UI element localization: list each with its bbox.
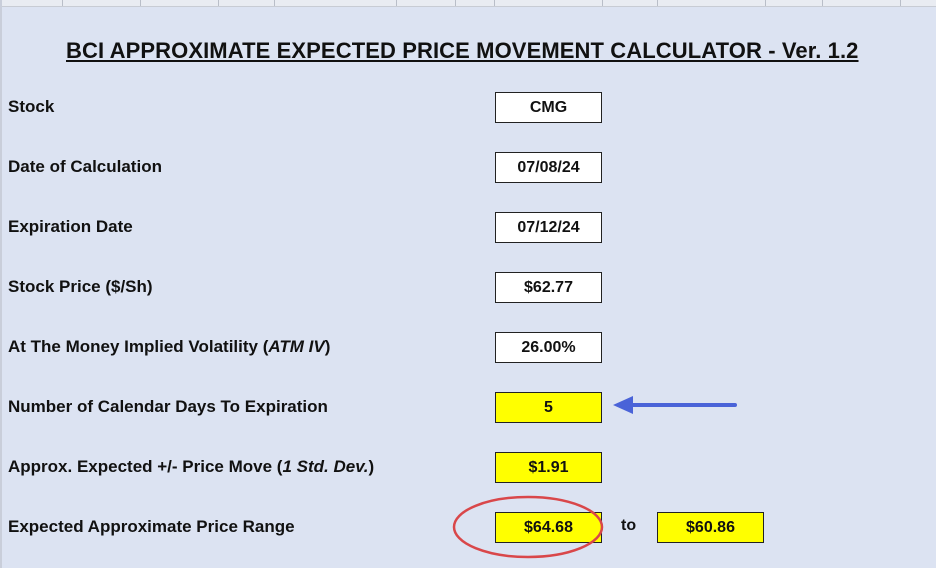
row-label-suffix: ) <box>368 457 375 476</box>
column-divider <box>396 0 397 6</box>
expiration-date-label: Expiration Date <box>8 217 133 237</box>
stock-label: Stock <box>8 97 54 117</box>
row-label-text: Expiration Date <box>8 217 133 236</box>
column-divider <box>62 0 63 6</box>
row-label-text: Approx. Expected +/- Price Move ( <box>8 457 283 476</box>
column-header-strip <box>0 0 936 7</box>
row-label-italic: 1 Std. Dev. <box>282 457 369 476</box>
expected-move-cell[interactable]: $1.91 <box>495 452 602 483</box>
calculator-title: BCI APPROXIMATE EXPECTED PRICE MOVEMENT … <box>66 38 859 63</box>
stock-cell[interactable]: CMG <box>495 92 602 123</box>
row-label-suffix: ) <box>324 337 331 356</box>
implied-volatility-cell[interactable]: 26.00% <box>495 332 602 363</box>
column-divider <box>218 0 219 6</box>
column-divider <box>494 0 495 6</box>
row-label-text: Expected Approximate Price Range <box>8 517 295 536</box>
column-divider <box>822 0 823 6</box>
stock-price-label: Stock Price ($/Sh) <box>8 277 153 297</box>
row-label-text: Stock Price ($/Sh) <box>8 277 153 296</box>
price-range-high-cell[interactable]: $64.68 <box>495 512 602 543</box>
column-divider <box>765 0 766 6</box>
price-range-label: Expected Approximate Price Range <box>8 517 295 537</box>
expected-move-label: Approx. Expected +/- Price Move (1 Std. … <box>8 457 374 477</box>
date-of-calculation-label: Date of Calculation <box>8 157 162 177</box>
column-divider <box>602 0 603 6</box>
column-divider <box>657 0 658 6</box>
arrow-annotation-icon <box>613 396 737 414</box>
days-to-expiration-label: Number of Calendar Days To Expiration <box>8 397 328 417</box>
column-divider <box>140 0 141 6</box>
column-divider <box>900 0 901 6</box>
column-divider <box>455 0 456 6</box>
row-label-text: Date of Calculation <box>8 157 162 176</box>
price-range-low-cell[interactable]: $60.86 <box>657 512 764 543</box>
days-to-expiration-cell[interactable]: 5 <box>495 392 602 423</box>
sheet-left-edge <box>0 0 2 568</box>
expiration-date-cell[interactable]: 07/12/24 <box>495 212 602 243</box>
row-label-text: At The Money Implied Volatility ( <box>8 337 269 356</box>
implied-volatility-label: At The Money Implied Volatility (ATM IV) <box>8 337 330 357</box>
column-divider <box>274 0 275 6</box>
range-separator: to <box>621 517 637 534</box>
stock-price-cell[interactable]: $62.77 <box>495 272 602 303</box>
row-label-text: Stock <box>8 97 55 116</box>
row-label-italic: ATM IV <box>268 337 325 356</box>
date-of-calculation-cell[interactable]: 07/08/24 <box>495 152 602 183</box>
row-label-text: Number of Calendar Days To Expiration <box>8 397 328 416</box>
